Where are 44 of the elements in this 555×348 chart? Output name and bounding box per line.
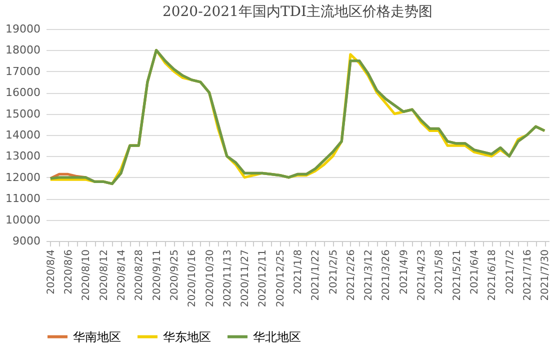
x-tick-label: 2020/9/11 xyxy=(152,250,163,301)
y-tick-label: 16000 xyxy=(6,86,40,100)
x-tick-label: 2020/8/14 xyxy=(116,250,128,301)
y-tick-label: 9000 xyxy=(12,234,40,248)
x-tick-label: 2020/8/10 xyxy=(81,250,92,301)
x-tick-label: 2021/5/21 xyxy=(452,250,463,301)
x-tick-label: 2021/2/26 xyxy=(346,250,357,301)
x-tick-label: 2021/7/16 xyxy=(522,250,534,301)
x-tick-label: 2020/10/30 xyxy=(204,250,216,308)
x-tick-label: 2021/3/26 xyxy=(381,250,392,301)
x-tick-label: 2020/8/28 xyxy=(134,250,146,301)
legend-label: 华东地区 xyxy=(163,330,211,344)
y-tick-label: 18000 xyxy=(6,44,40,57)
y-tick-label: 11000 xyxy=(6,192,40,206)
x-tick-label: 2020/9/25 xyxy=(169,250,180,301)
y-tick-label: 19000 xyxy=(6,22,40,36)
y-tick-label: 13000 xyxy=(6,150,40,163)
legend-label: 华北地区 xyxy=(253,330,301,344)
x-tick-label: 2020/11/13 xyxy=(222,250,234,308)
x-tick-label: 2020/12/11 xyxy=(258,250,269,308)
x-tick-label: 2021/1/22 xyxy=(310,250,322,301)
y-tick-label: 15000 xyxy=(6,107,40,120)
x-tick-label: 2021/4/23 xyxy=(416,250,428,301)
x-tick-label: 2020/8/12 xyxy=(98,250,110,301)
y-tick-label: 10000 xyxy=(6,213,40,226)
x-tick-label: 2021/2/5 xyxy=(328,250,340,294)
y-tick-label: 12000 xyxy=(6,170,40,184)
x-tick-label: 2021/7/30 xyxy=(540,250,552,301)
x-tick-label: 2021/5/8 xyxy=(434,250,446,294)
x-tick-label: 2021/7/2 xyxy=(504,250,516,294)
x-tick-label: 2021/4/9 xyxy=(398,250,410,294)
x-tick-label: 2021/6/18 xyxy=(487,250,498,301)
chart-title: 2020-2021年国内TDI主流地区价格走势图 xyxy=(162,4,433,20)
x-tick-label: 2020/10/16 xyxy=(187,250,198,308)
legend-label: 华南地区 xyxy=(73,330,121,344)
x-tick-label: 2021/1/8 xyxy=(293,250,304,294)
y-tick-label: 17000 xyxy=(6,64,40,78)
y-tick-label: 14000 xyxy=(6,128,40,142)
x-tick-label: 2021/6/4 xyxy=(469,250,480,294)
x-tick-label: 2020/8/6 xyxy=(64,250,75,294)
x-tick-label: 2020/8/4 xyxy=(46,250,57,294)
x-tick-label: 2020/11/27 xyxy=(240,250,252,308)
x-tick-label: 2021/3/12 xyxy=(364,250,375,301)
x-tick-label: 2020/12/25 xyxy=(275,250,286,308)
